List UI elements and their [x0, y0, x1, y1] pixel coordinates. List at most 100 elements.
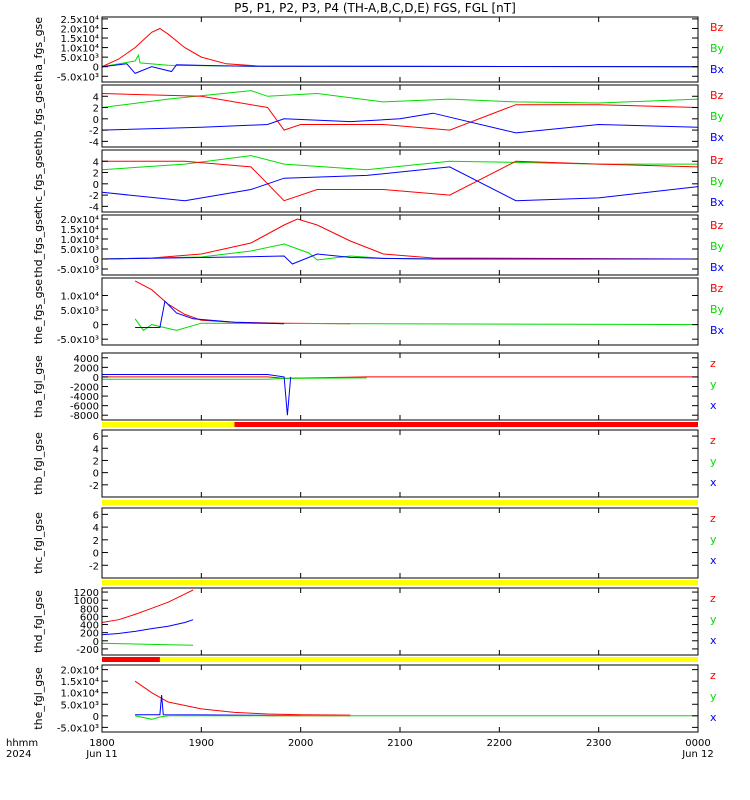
y-tick-label: 2000 — [74, 363, 99, 374]
y-tick-label: 1.5x10⁴ — [60, 34, 99, 45]
y-tick-label: 1.0x10⁴ — [60, 689, 99, 700]
legend-entry: By — [710, 42, 725, 55]
legend-entry: x — [710, 399, 717, 412]
y-tick-label: 2.0x10⁴ — [60, 24, 99, 35]
status-bar-segment — [102, 657, 160, 662]
y-tick-label: 1.5x10⁴ — [60, 225, 99, 236]
panel-frame — [101, 214, 699, 276]
x-axis-corner-label: hhmm — [6, 738, 38, 749]
legend-entry: z — [710, 434, 716, 447]
chart-title: P5, P1, P2, P3, P4 (TH-A,B,C,D,E) FGS, F… — [234, 1, 516, 15]
panel-frame — [101, 16, 699, 83]
y-tick-label: 0 — [93, 63, 99, 74]
legend-entry: By — [710, 240, 725, 253]
series-line-red — [102, 376, 698, 379]
legend-entry: By — [710, 110, 725, 123]
legend-entry: y — [710, 455, 717, 468]
y-tick-label: -2 — [89, 191, 99, 202]
y-tick-label: 6 — [93, 432, 99, 443]
y-tick-label: -5.0x10³ — [57, 723, 99, 734]
y-tick-label: 2 — [93, 169, 99, 180]
y-tick-label: 5.0x10³ — [60, 53, 99, 64]
series-line-green — [102, 377, 367, 380]
y-tick-label: -5.0x10³ — [57, 72, 99, 83]
panel-frame — [101, 507, 699, 579]
legend-entry: y — [710, 613, 717, 626]
y-tick-label: 600 — [80, 612, 99, 623]
series-line-blue — [102, 619, 194, 636]
y-tick-label: 0 — [93, 373, 99, 384]
panel-frame — [101, 352, 699, 421]
y-tick-label: 1.0x10⁴ — [60, 235, 99, 246]
y-tick-label: 0 — [93, 180, 99, 191]
series-line-blue — [102, 112, 698, 134]
x-tick-date: Jun 12 — [681, 749, 714, 760]
legend-entry: Bx — [710, 196, 725, 209]
y-axis-label: tha_fgl_gse — [32, 355, 45, 418]
y-axis-label: thc_fgl_gse — [32, 512, 45, 574]
y-tick-label: -4 — [89, 202, 99, 213]
y-tick-label: -5.0x10³ — [57, 265, 99, 276]
x-tick-label: 2000 — [288, 738, 313, 749]
x-axis-corner-label: 2024 — [6, 749, 31, 760]
y-tick-label: 0 — [93, 115, 99, 126]
series-line-blue — [102, 166, 698, 202]
y-tick-label: 0 — [93, 637, 99, 648]
legend-entry: By — [710, 303, 725, 316]
panel-frame — [101, 149, 699, 213]
y-tick-label: 0 — [93, 712, 99, 723]
y-tick-label: 0 — [93, 255, 99, 266]
y-tick-label: 5.0x10³ — [60, 245, 99, 256]
legend-entry: x — [710, 634, 717, 647]
y-tick-label: 2.5x10⁴ — [60, 15, 99, 26]
y-axis-label: thd_fgl_gse — [32, 590, 45, 653]
series-line-blue — [135, 300, 285, 328]
y-tick-label: 1000 — [74, 596, 99, 607]
x-tick-date: Jun 11 — [85, 749, 118, 760]
status-bar-segment — [102, 422, 235, 427]
y-axis-label: the_fgl_gse — [32, 667, 45, 730]
y-axis-label: thb_fgl_gse — [32, 432, 45, 495]
y-tick-label: -2 — [89, 561, 99, 572]
y-tick-label: 4 — [93, 523, 99, 534]
y-tick-label: 0 — [93, 549, 99, 560]
x-tick-label: 2100 — [387, 738, 412, 749]
legend-entry: x — [710, 476, 717, 489]
series-line-red — [102, 93, 698, 131]
legend-entry: z — [710, 512, 716, 525]
legend-entry: Bx — [710, 324, 725, 337]
legend-entry: y — [710, 378, 717, 391]
y-tick-label: 800 — [80, 604, 99, 615]
y-tick-label: 1200 — [74, 588, 99, 599]
x-tick-label: 2200 — [487, 738, 512, 749]
y-axis-label: thc_fgs_gse — [32, 149, 45, 214]
legend-entry: z — [710, 669, 716, 682]
panel-frame — [101, 429, 699, 498]
y-tick-label: -2 — [89, 126, 99, 137]
series-line-red — [134, 280, 351, 325]
y-tick-label: -4000 — [70, 392, 99, 403]
x-tick-label: 1800 — [89, 738, 114, 749]
x-tick-label: 0000 — [685, 738, 710, 749]
y-axis-label: tha_fgs_gse — [32, 17, 45, 82]
legend-entry: Bx — [710, 131, 725, 144]
y-tick-label: 2 — [93, 456, 99, 467]
series-line-green — [102, 90, 698, 108]
y-tick-label: -8000 — [70, 411, 99, 422]
y-tick-label: 2 — [93, 536, 99, 547]
legend-entry: Bz — [710, 89, 724, 102]
status-bar-segment — [234, 422, 698, 427]
y-tick-label: 1.0x10⁴ — [60, 44, 99, 55]
series-line-red — [102, 27, 698, 68]
y-tick-label: 2.0x10⁴ — [60, 215, 99, 226]
y-tick-label: -4 — [89, 137, 99, 148]
y-tick-label: -2000 — [70, 383, 99, 394]
y-tick-label: 200 — [80, 629, 99, 640]
legend-entry: z — [710, 357, 716, 370]
series-line-red — [134, 680, 351, 716]
y-tick-label: 5.0x10³ — [60, 700, 99, 711]
panel-frame — [101, 277, 699, 346]
series-line-red — [102, 589, 194, 623]
